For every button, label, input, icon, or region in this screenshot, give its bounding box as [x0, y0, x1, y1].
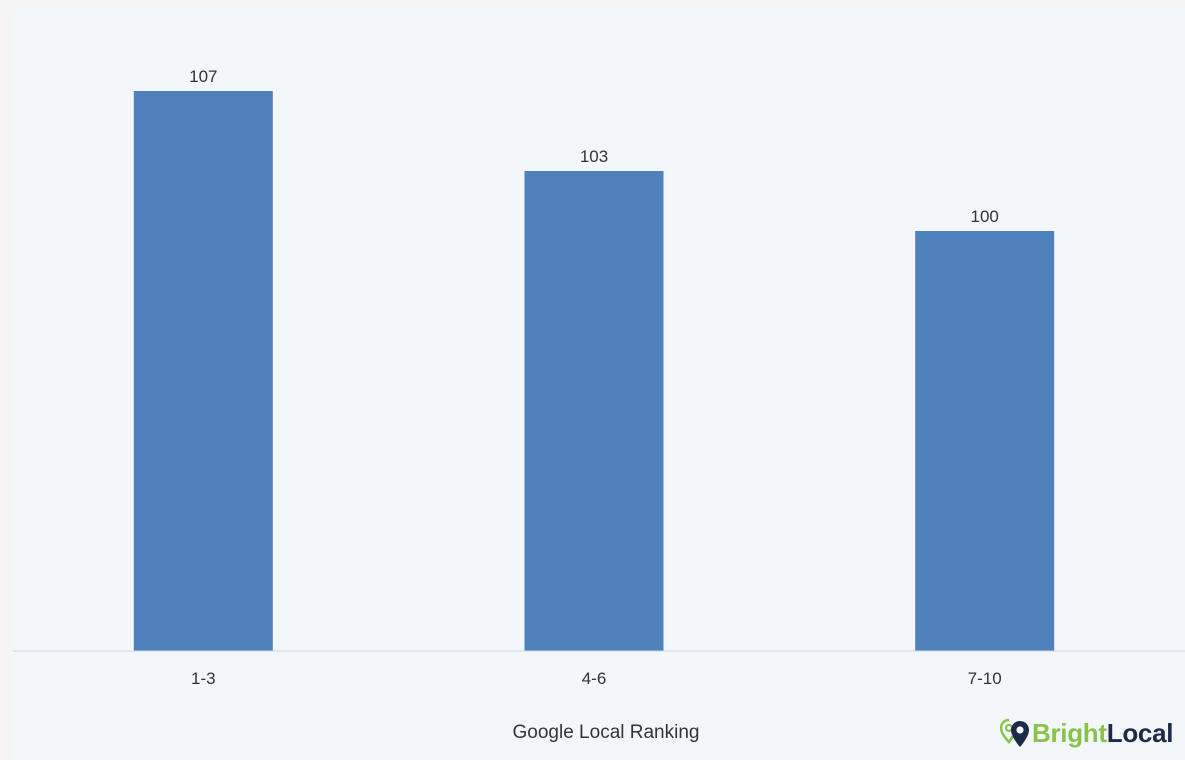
bar-7-10 [915, 231, 1055, 651]
labels-layer: 107 1-3 103 4-6 100 7-10 [189, 67, 1002, 688]
x-tick-label-7-10: 7-10 [968, 669, 1002, 688]
location-pin-icon [1000, 718, 1029, 747]
bar-4-6 [524, 171, 664, 651]
data-label-4-6: 103 [580, 147, 608, 166]
bars-layer [133, 91, 1055, 651]
logo-text-bright: Bright [1032, 717, 1107, 748]
x-tick-label-1-3: 1-3 [191, 669, 216, 688]
data-label-7-10: 100 [971, 207, 999, 226]
bar-1-3 [133, 91, 273, 651]
x-tick-label-4-6: 4-6 [582, 669, 607, 688]
x-axis-title: Google Local Ranking [513, 722, 700, 743]
data-label-1-3: 107 [189, 67, 217, 86]
logo-text-local: Local [1106, 717, 1174, 748]
brightlocal-logo: Bright Local [1000, 716, 1173, 750]
